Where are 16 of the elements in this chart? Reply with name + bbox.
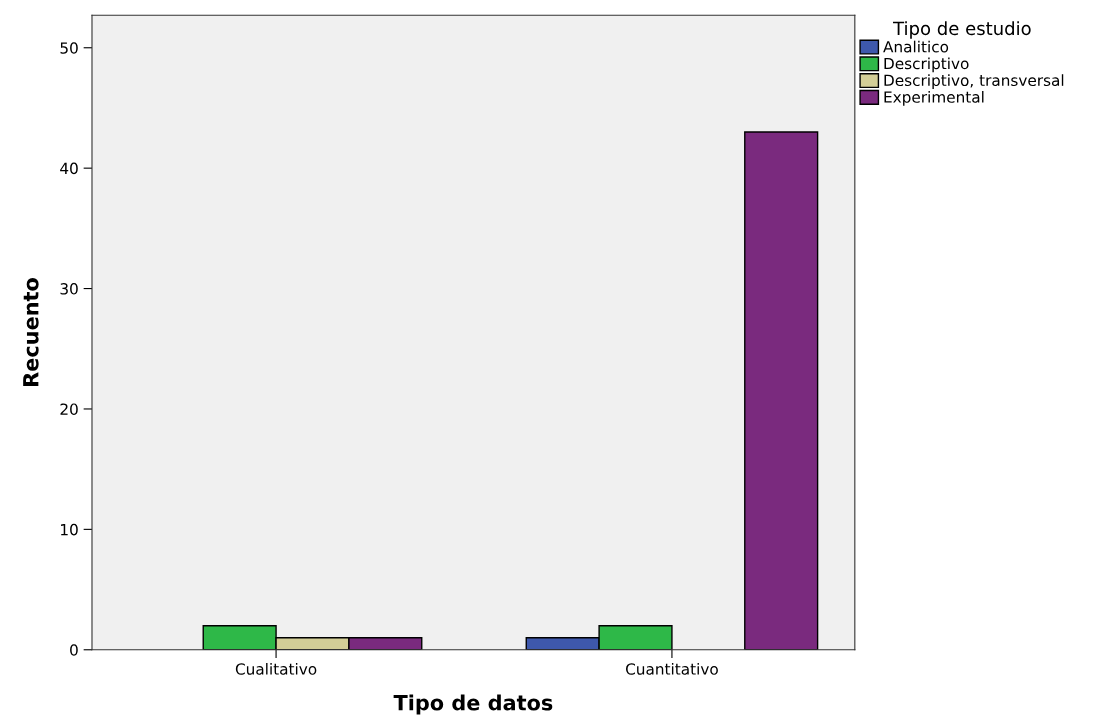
x-tick-label: Cualitativo [235,662,317,675]
legend-label: Descriptivo [884,57,969,73]
y-tick-label: 40 [60,162,78,175]
y-tick-label: 10 [61,523,78,536]
y-tick-label: 50 [60,42,78,54]
bar [744,131,819,650]
legend-label: Experimental [884,90,984,106]
y-tick-label: 30 [60,283,78,295]
legend-label: Descriptivo, transversal [884,74,1064,89]
legend-label: Analitico [883,40,949,53]
x-tick-label: Cuantitativo [625,662,718,675]
y-tick-label: 0 [70,644,78,656]
x-axis-title: Tipo de datos [393,694,553,715]
y-tick-label: 20 [60,403,78,415]
legend-title: Tipo de estudio [893,21,1031,39]
y-axis-title: Recuento [23,278,39,386]
